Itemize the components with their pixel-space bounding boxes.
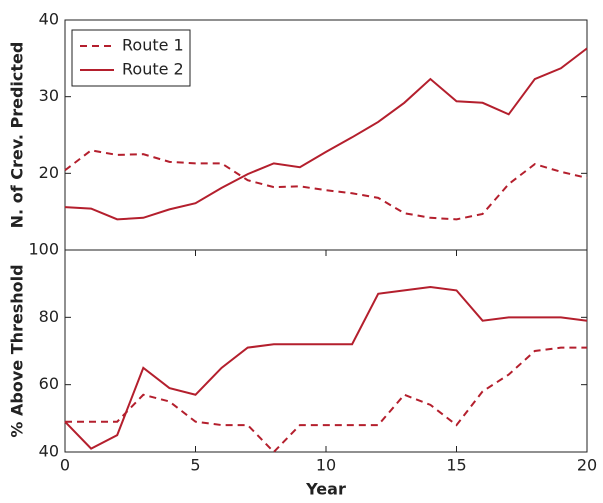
legend-label: Route 1 bbox=[122, 36, 184, 55]
series-line bbox=[64, 286, 588, 450]
y-tick-label: 30 bbox=[39, 86, 59, 105]
y-tick-label: 100 bbox=[28, 240, 59, 259]
y-tick-label: 20 bbox=[39, 163, 59, 182]
series-line bbox=[64, 149, 588, 221]
legend-label: Route 2 bbox=[122, 60, 184, 79]
y-tick-label: 80 bbox=[39, 307, 59, 326]
series-line bbox=[65, 346, 587, 454]
y-tick-label: 60 bbox=[39, 374, 59, 393]
series-line bbox=[64, 47, 588, 221]
y-tick-label: 40 bbox=[39, 442, 59, 461]
legend-box bbox=[71, 29, 191, 87]
x-tick-label: 5 bbox=[190, 456, 200, 475]
y-tick-label: 40 bbox=[39, 10, 59, 29]
x-axis-label: Year bbox=[305, 480, 346, 499]
plot-frame bbox=[64, 249, 588, 453]
x-tick-label: 0 bbox=[60, 456, 70, 475]
x-tick-label: 15 bbox=[446, 456, 466, 475]
x-tick-label: 20 bbox=[577, 456, 597, 475]
x-tick-label: 10 bbox=[316, 456, 336, 475]
y-axis-label: % Above Threshold bbox=[8, 264, 27, 437]
y-axis-label: N. of Crev. Predicted bbox=[8, 42, 27, 229]
